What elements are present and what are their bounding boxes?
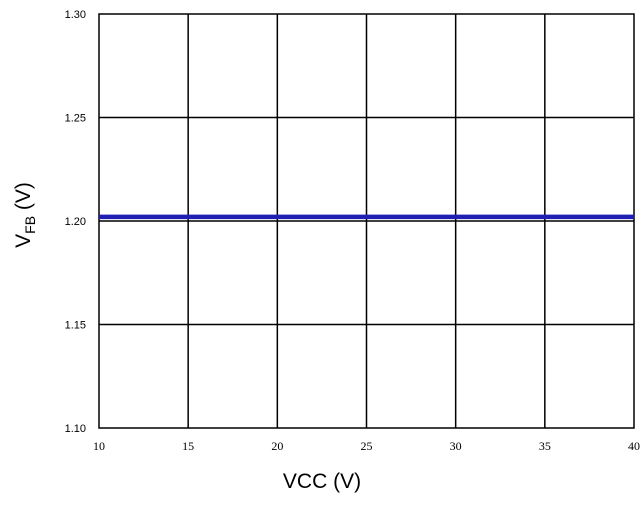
x-tick-label: 30	[450, 439, 462, 453]
grid-lines	[99, 14, 634, 428]
x-tick-label: 25	[361, 439, 373, 453]
y-axis-title: VFB (V)	[12, 182, 38, 248]
x-tick-label: 10	[93, 439, 105, 453]
y-tick-label: 1.25	[65, 113, 86, 125]
x-tick-label: 15	[182, 439, 194, 453]
y-tick-label: 1.30	[65, 9, 86, 21]
y-axis-tick-labels: 1.10 1.15 1.20 1.25 1.30	[65, 9, 86, 435]
y-tick-label: 1.15	[65, 320, 86, 332]
y-tick-label: 1.10	[65, 423, 86, 435]
plot-area-frame	[98, 13, 635, 429]
x-tick-label: 35	[539, 439, 551, 453]
x-tick-label: 40	[628, 439, 640, 453]
y-axis-title-unit: (V)	[12, 182, 35, 216]
x-axis-title: VCC (V)	[283, 470, 361, 493]
y-tick-label: 1.20	[65, 216, 86, 228]
y-axis-title-main: V	[12, 234, 35, 248]
x-tick-label: 20	[271, 439, 283, 453]
y-axis-title-subscript: FB	[22, 216, 38, 234]
x-axis-tick-labels: 10 15 20 25 30 35 40	[93, 439, 640, 453]
